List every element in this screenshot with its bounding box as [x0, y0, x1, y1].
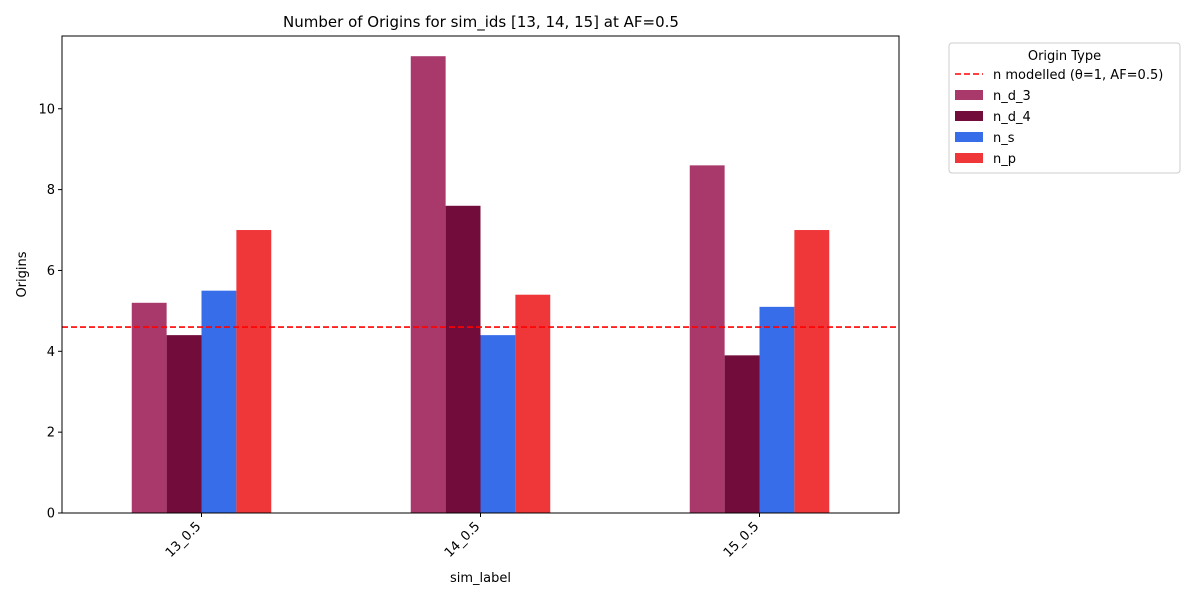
x-tick-label: 15_0.5 — [721, 519, 763, 561]
bar-n_p-14_0.5 — [515, 294, 551, 513]
legend-label-n_d_3: n_d_3 — [993, 89, 1031, 104]
x-axis: 13_0.5 14_0.5 15_0.5 — [163, 513, 763, 561]
legend-swatch-n_p — [955, 153, 983, 163]
x-tick-label: 14_0.5 — [442, 519, 484, 561]
bar-n_d_3-15_0.5 — [689, 165, 725, 513]
y-tick-label: 0 — [47, 507, 55, 522]
y-tick-label: 4 — [47, 345, 55, 360]
y-axis-label: Origins — [15, 251, 30, 297]
bar-n_d_4-15_0.5 — [724, 355, 760, 513]
bars-layer — [131, 56, 830, 514]
chart-title: Number of Origins for sim_ids [13, 14, 1… — [283, 13, 679, 32]
y-axis: 0 2 4 6 8 10 — [38, 102, 62, 522]
bar-n_p-13_0.5 — [236, 230, 272, 513]
legend-label-n_s: n_s — [993, 131, 1015, 146]
bar-n_p-15_0.5 — [794, 230, 830, 513]
bar-n_d_4-14_0.5 — [445, 205, 481, 513]
legend-label-reference-line: n modelled (θ=1, AF=0.5) — [993, 68, 1163, 83]
y-tick-label: 6 — [47, 264, 55, 279]
bar-n_d_3-14_0.5 — [410, 56, 446, 514]
x-axis-label: sim_label — [450, 571, 511, 586]
legend-title: Origin Type — [1028, 49, 1101, 64]
bar-n_s-13_0.5 — [201, 290, 237, 513]
legend: Origin Type n modelled (θ=1, AF=0.5) n_d_… — [948, 42, 1181, 174]
bar-n_s-14_0.5 — [480, 335, 516, 513]
x-tick-label: 13_0.5 — [163, 519, 205, 561]
bar-n_d_3-13_0.5 — [131, 302, 167, 513]
legend-label-n_p: n_p — [993, 152, 1016, 167]
legend-swatch-n_s — [955, 132, 983, 142]
bar-n_s-15_0.5 — [759, 306, 795, 513]
y-tick-label: 10 — [38, 102, 55, 117]
bar-n_d_4-13_0.5 — [166, 335, 202, 513]
legend-swatch-n_d_3 — [955, 90, 983, 100]
legend-swatch-n_d_4 — [955, 111, 983, 121]
y-tick-label: 8 — [47, 183, 55, 198]
legend-label-n_d_4: n_d_4 — [993, 110, 1031, 125]
y-tick-label: 2 — [47, 426, 55, 441]
legend-box — [948, 42, 1181, 174]
